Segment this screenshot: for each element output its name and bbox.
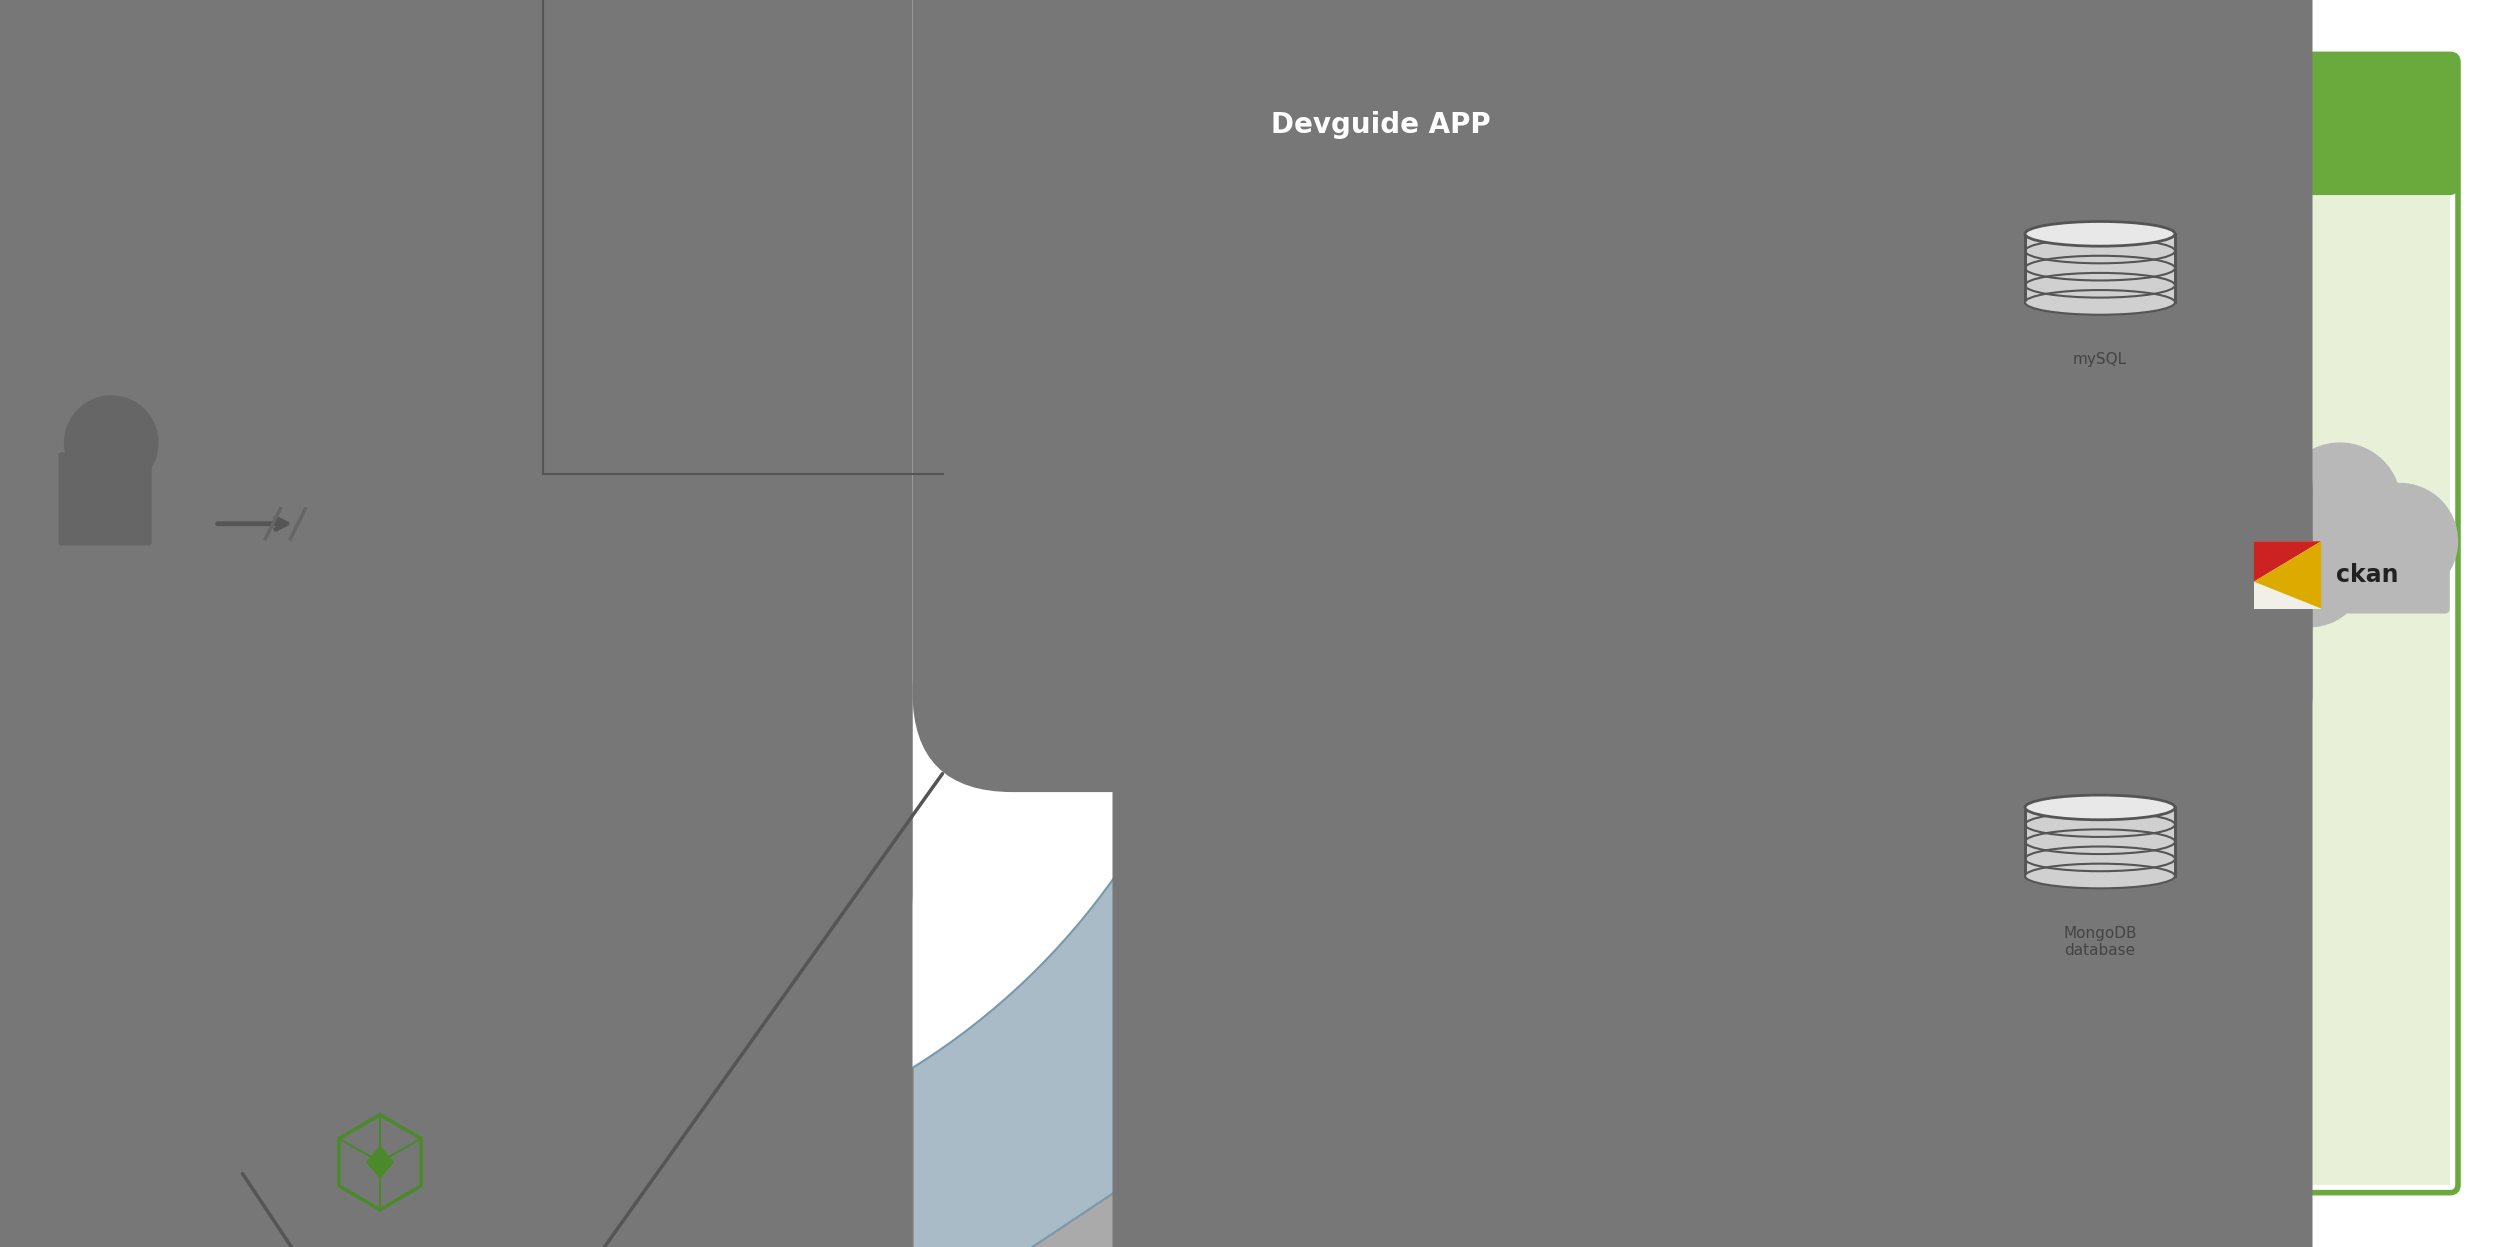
FancyBboxPatch shape xyxy=(312,187,2450,1185)
FancyBboxPatch shape xyxy=(1390,983,1832,1225)
Text: ckan: ckan xyxy=(2335,562,2398,587)
Circle shape xyxy=(2205,451,2355,601)
FancyBboxPatch shape xyxy=(2025,808,2175,875)
Text: JSON: JSON xyxy=(985,311,1025,325)
FancyBboxPatch shape xyxy=(0,155,712,1247)
Circle shape xyxy=(2255,515,2365,627)
Circle shape xyxy=(0,0,1112,955)
Text: Access Control: Access Control xyxy=(878,1076,998,1094)
Text: JSON: JSON xyxy=(772,354,810,369)
FancyBboxPatch shape xyxy=(825,128,1000,844)
Text: Client
interface: Client interface xyxy=(572,484,652,526)
Text: IDAS: IDAS xyxy=(1602,832,1648,852)
Circle shape xyxy=(65,395,158,490)
FancyBboxPatch shape xyxy=(1435,125,1815,399)
Text: Oauth2
Flow: Oauth2 Flow xyxy=(390,847,442,877)
Ellipse shape xyxy=(2025,291,2175,314)
Polygon shape xyxy=(2255,541,2322,581)
FancyBboxPatch shape xyxy=(0,0,912,993)
FancyBboxPatch shape xyxy=(780,960,1095,1210)
Text: XACML
PDP: XACML PDP xyxy=(1050,875,1098,905)
FancyBboxPatch shape xyxy=(2025,233,2175,302)
FancyBboxPatch shape xyxy=(1010,128,1265,844)
Text: Devguide APP: Devguide APP xyxy=(1272,111,1490,138)
FancyBboxPatch shape xyxy=(465,178,760,832)
Text: Orion Context Broker: Orion Context Broker xyxy=(1530,546,1720,564)
Text: mySQL: mySQL xyxy=(2072,352,2128,368)
Ellipse shape xyxy=(2025,222,2175,246)
FancyBboxPatch shape xyxy=(58,453,152,545)
FancyBboxPatch shape xyxy=(912,0,2312,792)
Polygon shape xyxy=(2255,541,2322,609)
Circle shape xyxy=(0,0,1242,1173)
FancyBboxPatch shape xyxy=(0,592,912,1247)
Text: Cygnus: Cygnus xyxy=(1590,252,1660,272)
Circle shape xyxy=(2278,443,2402,565)
Text: Server


RESTful
API: Server RESTful API xyxy=(1102,428,1172,545)
FancyBboxPatch shape xyxy=(712,155,2112,1247)
FancyBboxPatch shape xyxy=(305,55,2458,195)
FancyBboxPatch shape xyxy=(2255,541,2322,609)
Text: MongoDB
database: MongoDB database xyxy=(2062,925,2138,958)
Circle shape xyxy=(127,418,202,493)
FancyBboxPatch shape xyxy=(772,0,992,158)
Ellipse shape xyxy=(2025,864,2175,888)
Text: PEP
Proxy: PEP Proxy xyxy=(888,465,938,508)
Text: XACML
PAP: XACML PAP xyxy=(712,1163,760,1193)
FancyBboxPatch shape xyxy=(1415,418,1832,692)
Polygon shape xyxy=(365,1146,395,1178)
FancyBboxPatch shape xyxy=(365,941,695,1228)
Polygon shape xyxy=(0,0,1442,1247)
FancyBboxPatch shape xyxy=(1435,705,1815,979)
Circle shape xyxy=(712,0,2112,756)
FancyBboxPatch shape xyxy=(127,459,208,539)
Text: Identity
Manager
(Keyrock): Identity Manager (Keyrock) xyxy=(490,1051,570,1119)
Circle shape xyxy=(2342,483,2458,600)
Text: Restaurant Sensors
(temperature & humidity): Restaurant Sensors (temperature & humidi… xyxy=(1505,1082,1720,1125)
Ellipse shape xyxy=(2025,796,2175,819)
FancyBboxPatch shape xyxy=(1112,392,2312,1247)
FancyBboxPatch shape xyxy=(2200,529,2450,614)
